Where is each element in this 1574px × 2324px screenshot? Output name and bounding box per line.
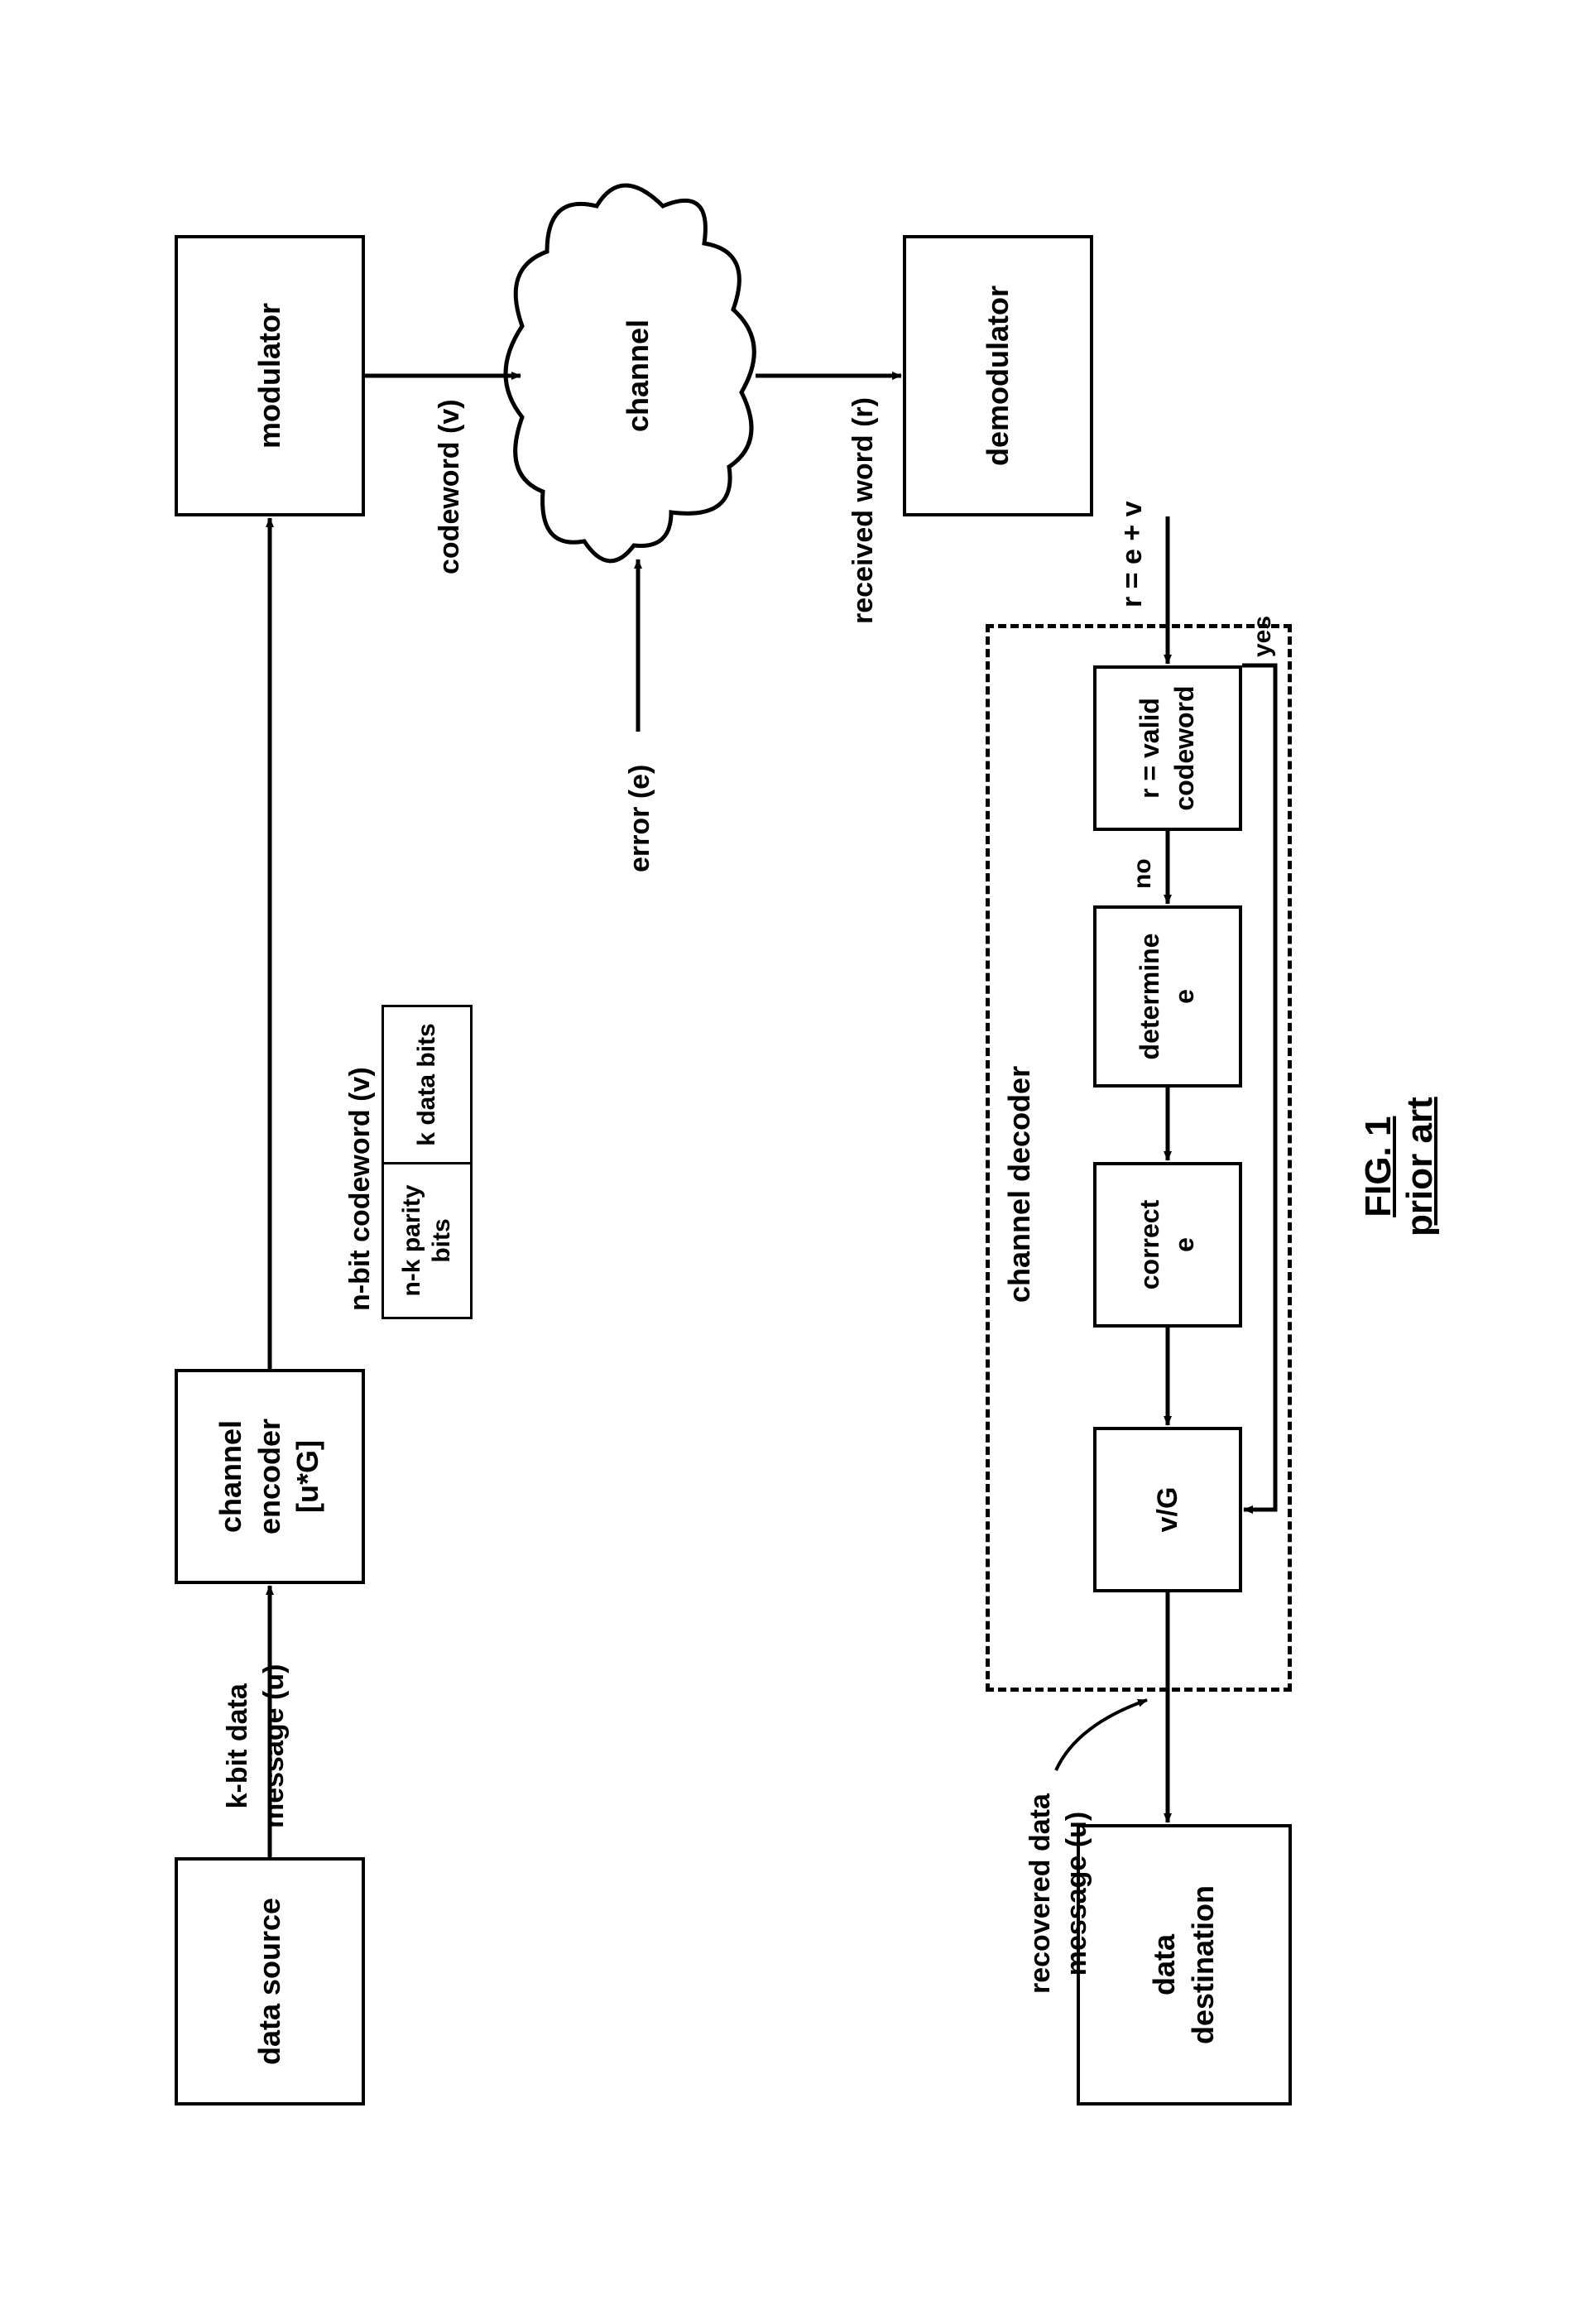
- parity-bits-box: n-k parity bits: [382, 1162, 473, 1319]
- fig-subtitle: prior art: [1399, 1097, 1441, 1236]
- recovered-label: recovered data message (u): [986, 1793, 1096, 1994]
- recovered-pointer: [1056, 1700, 1147, 1770]
- received-word-label: received word (r): [845, 397, 881, 624]
- data-destination-box: data destination: [1077, 1824, 1292, 2106]
- error-e-label: error (e): [621, 765, 658, 872]
- kbit-label: k-bit data message (u): [183, 1664, 293, 1828]
- no-label: no: [1126, 858, 1159, 889]
- demodulator-label: demodulator: [979, 286, 1018, 466]
- channel-decoder-title: channel decoder: [1002, 1066, 1037, 1303]
- data-source-label: data source: [251, 1898, 290, 2065]
- yes-label: yes: [1246, 616, 1279, 657]
- r-e-v-label: r = e + v: [1114, 501, 1150, 607]
- channel-text: channel: [621, 319, 655, 432]
- data-bits-box: k data bits: [382, 1005, 473, 1162]
- channel-cloud: channel: [506, 185, 754, 561]
- channel-encoder-box: channel encoder [u*G]: [175, 1369, 365, 1584]
- modulator-box: modulator: [175, 235, 365, 516]
- data-destination-label: data destination: [1145, 1885, 1223, 2044]
- modulator-label: modulator: [251, 303, 290, 449]
- channel-encoder-label: channel encoder [u*G]: [212, 1419, 328, 1534]
- nbit-codeword-label: n-bit codeword (v): [342, 1067, 378, 1311]
- vg-box: v/G: [1093, 1427, 1242, 1592]
- data-source-box: data source: [175, 1857, 365, 2106]
- determine-e-box: determine e: [1093, 905, 1242, 1088]
- codeword-split-box: n-k parity bits k data bits: [382, 1005, 473, 1319]
- correct-e-box: correct e: [1093, 1162, 1242, 1328]
- figure-caption: FIG. 1 prior art: [1358, 1097, 1441, 1236]
- fig-number: FIG. 1: [1358, 1097, 1399, 1236]
- demodulator-box: demodulator: [903, 235, 1093, 516]
- codeword-v-label: codeword (v): [431, 399, 468, 574]
- valid-codeword-box: r = valid codeword: [1093, 665, 1242, 831]
